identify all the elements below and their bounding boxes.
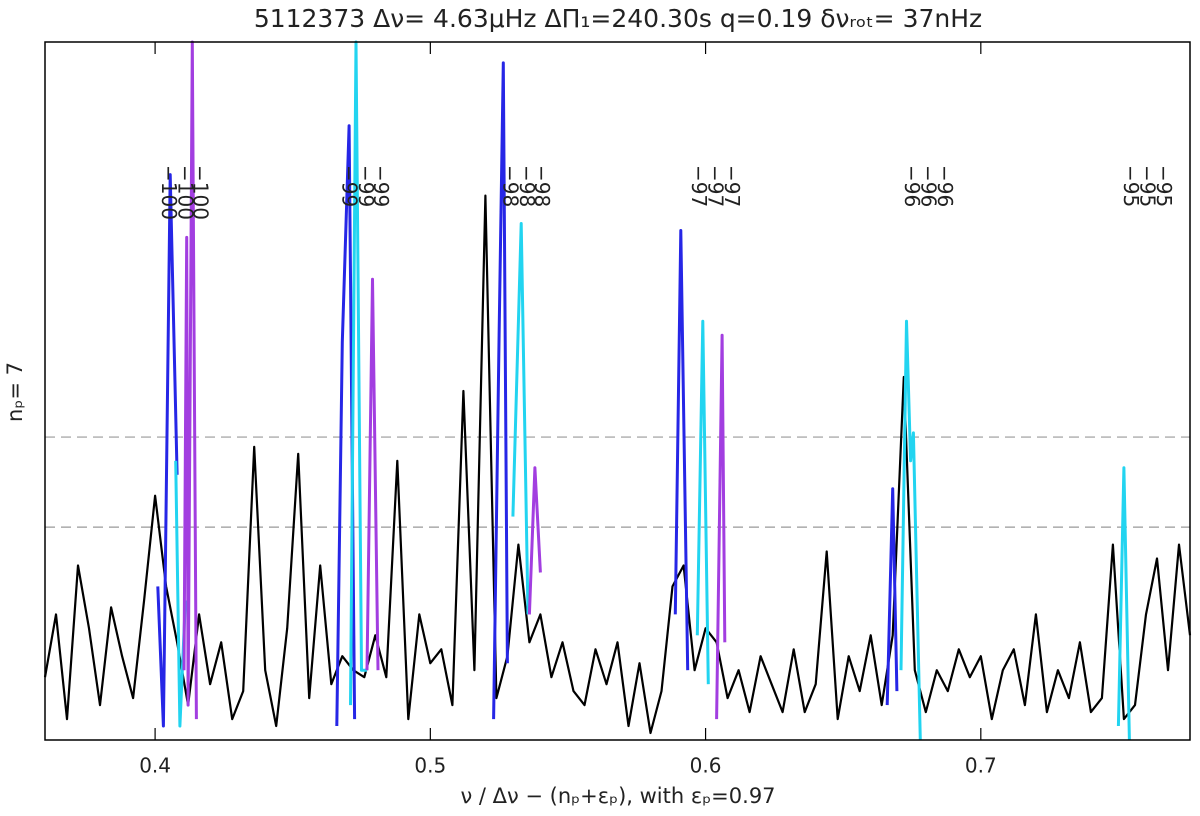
mode-label: −95 [1152, 165, 1176, 207]
x-tick-label: 0.4 [139, 754, 171, 778]
mode-label: −96 [917, 165, 941, 207]
mode-label: −97 [720, 165, 744, 207]
spectrum-line [182, 40, 727, 720]
mode-label: −99 [337, 165, 361, 207]
mode-label: −98 [498, 165, 522, 207]
x-axis-label: ν / Δν − (nₚ+εₚ), with εₚ=0.97 [460, 784, 775, 808]
x-tick-label: 0.6 [690, 754, 722, 778]
mode-label: −99 [369, 165, 393, 207]
mode-label: −98 [530, 165, 554, 207]
x-tick-label: 0.7 [965, 754, 997, 778]
mode-label: −100 [173, 165, 197, 220]
mode-label: −98 [515, 165, 539, 207]
mode-label: −99 [354, 165, 378, 207]
mode-label: −96 [933, 165, 957, 207]
mode-label: −97 [703, 165, 727, 207]
plot-frame [44, 41, 1191, 741]
spectrum-line [43, 194, 1192, 735]
mode-label: −95 [1135, 165, 1159, 207]
mode-label: −96 [900, 165, 924, 207]
mode-label: −95 [1119, 165, 1143, 207]
spectrum-line [174, 40, 1131, 741]
x-tick-label: 0.5 [414, 754, 446, 778]
mode-label: −100 [157, 165, 181, 220]
mode-label: −100 [189, 165, 213, 220]
chart-title: 5112373 Δν= 4.63μHz ΔΠ₁=240.30s q=0.19 δ… [254, 4, 982, 33]
y-axis-label: nₚ= 7 [3, 362, 27, 422]
mode-label: −97 [687, 165, 711, 207]
spectrum-line [156, 61, 899, 728]
